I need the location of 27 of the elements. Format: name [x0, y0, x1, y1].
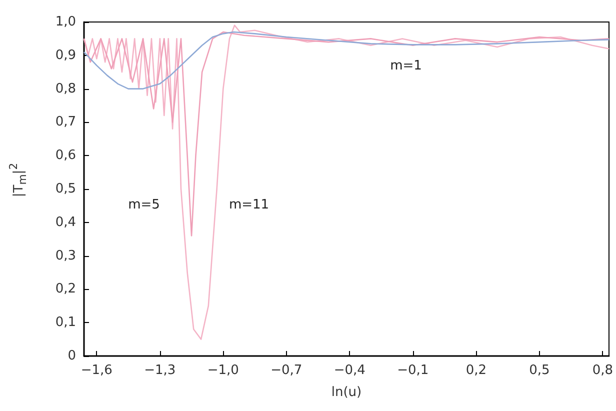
x-tick-label: −1,6	[80, 363, 112, 378]
x-tick-label: −0,1	[397, 363, 429, 378]
y-tick-label: 0,9	[55, 48, 76, 63]
annotation: m=5	[128, 198, 160, 212]
y-tick-label: 0,7	[55, 114, 76, 130]
line-series	[83, 31, 610, 236]
y-tick-label: 0,8	[55, 81, 76, 96]
x-tick-label: 0,2	[466, 363, 487, 378]
annotation: m=1	[390, 58, 422, 74]
y-tick-label: 0,5	[55, 182, 76, 196]
y-tick-label: 1,0	[55, 14, 76, 30]
x-tick-label: −1,3	[144, 363, 176, 378]
x-tick-label: −0,7	[270, 363, 302, 378]
x-tick-label: −0,4	[334, 363, 366, 378]
x-axis-title: ln(u)	[331, 385, 362, 400]
x-tick-label: 0,8	[592, 363, 614, 378]
y-tick-label: 0,2	[55, 282, 76, 297]
y-tick-label: 0,3	[55, 248, 76, 264]
x-tick-label: −1,0	[207, 363, 239, 378]
y-tick-label: 0,6	[55, 148, 76, 164]
annotation: m=11	[228, 198, 270, 212]
y-tick-label: 0,4	[55, 214, 76, 230]
y-tick-label: 0	[68, 348, 76, 364]
x-tick-label: 0,5	[529, 363, 550, 378]
line-series	[83, 31, 610, 90]
y-tick-label: 0,1	[55, 315, 76, 330]
line-series	[83, 24, 610, 340]
